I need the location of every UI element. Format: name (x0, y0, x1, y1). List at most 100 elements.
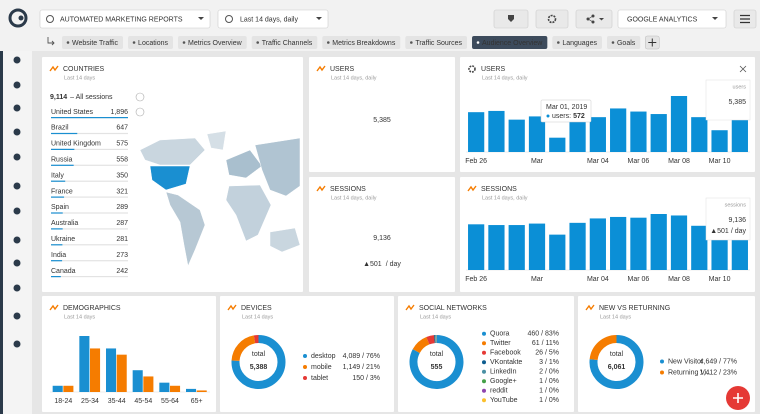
country-name: Italy (51, 172, 64, 179)
country-bar-track (51, 132, 128, 135)
tab-bullet (256, 41, 260, 44)
x-tick-label: 65+ (191, 398, 203, 405)
report-dropdown[interactable] (39, 9, 211, 29)
nav-icon[interactable] (13, 56, 21, 64)
tab[interactable] (128, 36, 174, 49)
tab[interactable] (178, 36, 247, 49)
widget-title: USERS (481, 66, 505, 73)
legend-label: YouTube (490, 397, 518, 404)
x-tick-label: Mar 06 (628, 158, 650, 165)
legend-stat: 3 / 1% (539, 359, 559, 366)
sessions-delta: ▲501 (363, 261, 382, 268)
country-bar (51, 244, 63, 246)
nav-icon[interactable] (13, 284, 21, 292)
country-bar-track (51, 228, 128, 230)
tab[interactable] (322, 36, 401, 49)
bar (52, 385, 63, 392)
x-tick-label: 25-34 (81, 398, 99, 405)
bar (610, 108, 627, 152)
map-region (206, 130, 227, 151)
bar (170, 385, 181, 392)
caret (712, 17, 718, 20)
bar (711, 130, 728, 152)
caret (316, 17, 322, 20)
widget-title: DEMOGRAPHICS (63, 305, 121, 312)
country-bar (51, 180, 66, 182)
x-tick-label: Mar (531, 276, 544, 283)
map-region (269, 227, 301, 253)
tab[interactable] (606, 36, 641, 49)
bar (589, 218, 606, 270)
country-name: United Kingdom (51, 141, 101, 148)
widget-title: COUNTRIES (63, 66, 105, 73)
donut-total-label: total (252, 351, 266, 358)
country-name: Spain (51, 204, 69, 211)
widget-icon (227, 304, 237, 311)
nav-icon[interactable] (13, 128, 21, 136)
country-bar (51, 132, 78, 135)
bar (488, 110, 505, 152)
tab-label: Audience Overview (482, 40, 543, 47)
bar (143, 376, 154, 392)
bar (549, 234, 566, 270)
date-dropdown[interactable] (217, 9, 329, 29)
share-button[interactable] (575, 9, 613, 29)
map-region (139, 137, 206, 166)
nav-icon[interactable] (13, 153, 21, 161)
sidebar-icons (13, 56, 21, 348)
logo[interactable] (8, 8, 28, 28)
nav-icon[interactable] (13, 312, 21, 320)
tab[interactable] (552, 36, 602, 49)
tab-bullet (611, 41, 615, 44)
tab-label: Goals (617, 40, 636, 47)
source-dropdown[interactable] (617, 9, 727, 29)
summary-value: 9,136 (728, 217, 746, 224)
settings-button[interactable] (535, 9, 569, 29)
country-bar-track (51, 260, 128, 262)
donut-segment (426, 335, 435, 345)
caret (198, 17, 204, 20)
country-bar (51, 117, 128, 119)
x-tick-label: 18-24 (54, 398, 72, 405)
country-name: United States (51, 109, 94, 116)
tab-bullet (326, 41, 330, 44)
clock-icon (225, 15, 233, 23)
donut-segment (589, 335, 644, 389)
legend-stat: 1 / 0% (539, 378, 559, 385)
bar (468, 112, 485, 152)
x-tick-label: Mar 06 (628, 276, 650, 283)
tab[interactable] (405, 36, 468, 49)
share-icon (586, 14, 604, 24)
plug-icon (508, 15, 514, 22)
zoom-in (135, 92, 145, 102)
nav-icon[interactable] (13, 81, 21, 89)
tab-label: Metrics Breakdowns (332, 40, 396, 47)
country-sessions: 1,896 (110, 109, 128, 116)
nav-icon[interactable] (13, 259, 21, 267)
tab-bullet (557, 41, 560, 44)
tab[interactable] (62, 36, 124, 49)
bar (630, 217, 647, 270)
summary-delta: ▲501 (710, 228, 729, 235)
donut-total-label: total (610, 351, 624, 358)
tab[interactable] (472, 36, 548, 49)
tab[interactable] (251, 36, 318, 49)
users-total: 5,385 (373, 117, 391, 124)
nav-icon[interactable] (13, 104, 21, 112)
expand-icon (739, 65, 747, 73)
legend-stat: 2 / 0% (539, 369, 559, 376)
bar (106, 348, 117, 392)
widget-icon (467, 185, 477, 192)
country-sessions: 281 (116, 236, 128, 243)
country-sessions: 242 (116, 268, 128, 275)
x-tick-label: Mar 10 (709, 158, 731, 165)
bar (488, 225, 505, 270)
sessions-delta-unit: / day (386, 261, 402, 268)
widget-card (42, 296, 216, 412)
nav-icon[interactable] (13, 207, 21, 215)
nav-icon[interactable] (13, 182, 21, 190)
nav-icon[interactable] (13, 340, 21, 348)
nav-icon[interactable] (13, 236, 21, 244)
legend-stat: 4,649 / 77% (700, 358, 737, 365)
